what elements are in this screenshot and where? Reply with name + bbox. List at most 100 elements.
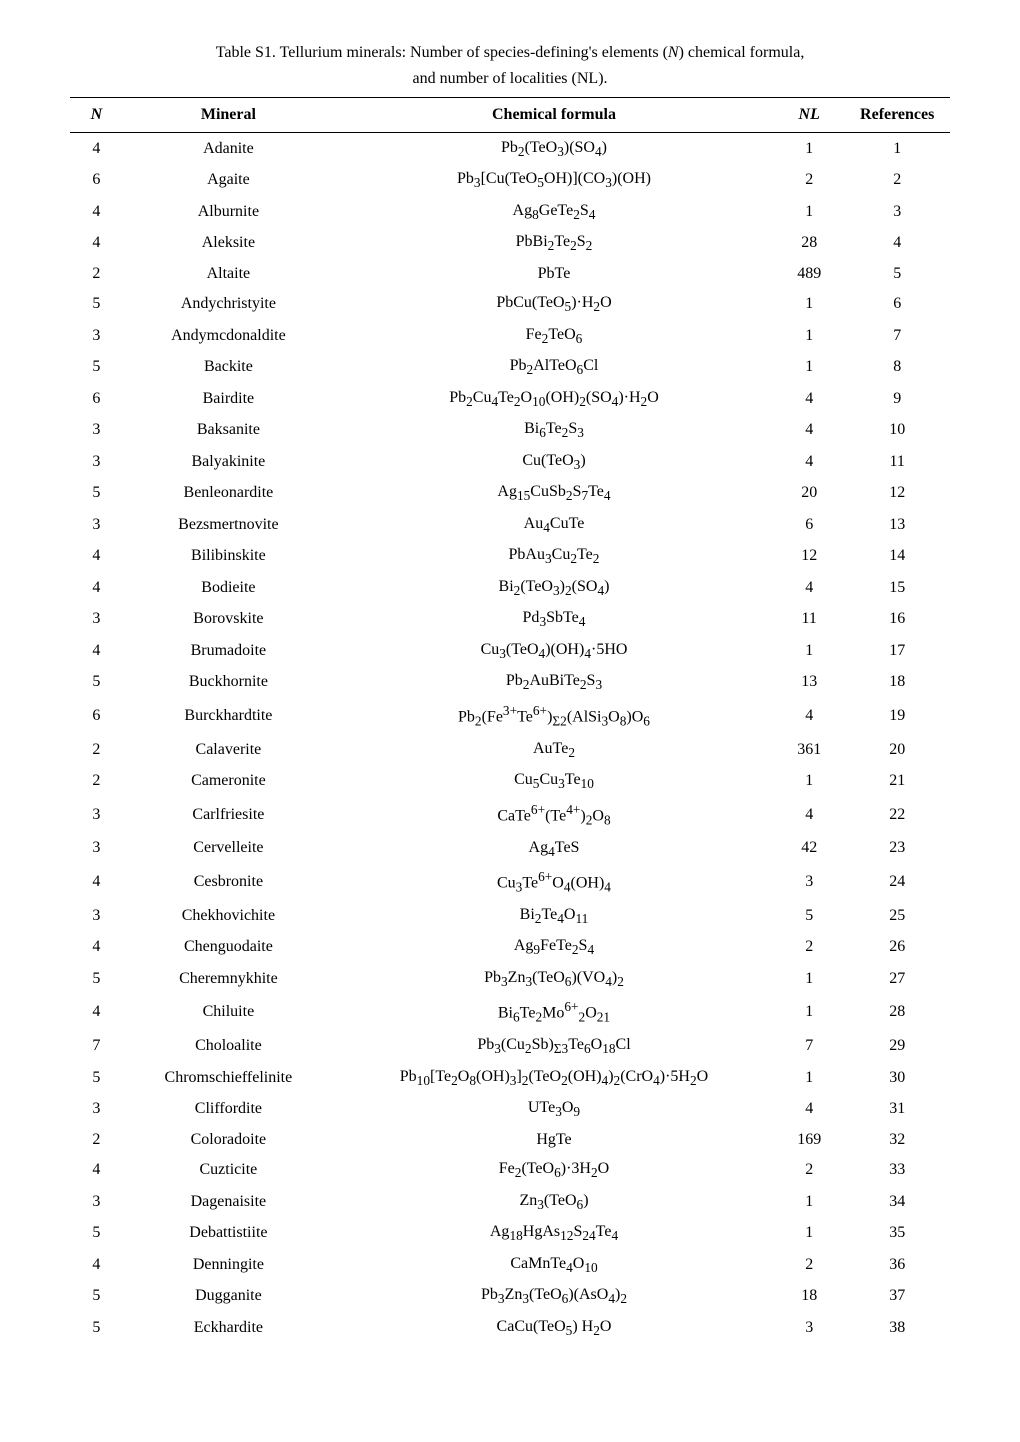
cell-mineral: Borovskite: [123, 603, 334, 635]
cell-formula: Pb3[Cu(TeO5OH)](CO3)(OH): [334, 164, 774, 196]
table-row: 4AdanitePb2(TeO3)(SO4)11: [70, 132, 950, 164]
cell-n: 3: [70, 1093, 123, 1125]
cell-nl: 4: [774, 446, 844, 478]
cell-formula: Bi6Te2Mo6+2O21: [334, 994, 774, 1030]
cell-reference: 20: [844, 734, 950, 766]
table-row: 4BrumadoiteCu3(TeO4)(OH)4·5HO117: [70, 635, 950, 667]
table-row: 4AleksitePbBi2Te2S2284: [70, 227, 950, 259]
cell-nl: 6: [774, 509, 844, 541]
cell-mineral: Denningite: [123, 1249, 334, 1281]
cell-mineral: Buckhornite: [123, 666, 334, 698]
cell-reference: 3: [844, 196, 950, 228]
cell-formula: Pd3SbTe4: [334, 603, 774, 635]
cell-nl: 1: [774, 765, 844, 797]
cell-nl: 2: [774, 1154, 844, 1186]
cell-mineral: Balyakinite: [123, 446, 334, 478]
cell-formula: Pb2(TeO3)(SO4): [334, 132, 774, 164]
cell-formula: Cu5Cu3Te10: [334, 765, 774, 797]
cell-mineral: Backite: [123, 351, 334, 383]
cell-formula: Pb2(Fe3+Te6+)Σ2(AlSi3O8)O6: [334, 698, 774, 734]
cell-n: 3: [70, 414, 123, 446]
caption-line-1: Table S1. Tellurium minerals: Number of …: [70, 40, 950, 66]
table-header-row: N Mineral Chemical formula NL References: [70, 98, 950, 133]
cell-reference: 8: [844, 351, 950, 383]
table-row: 4DenningiteCaMnTe4O10236: [70, 1249, 950, 1281]
table-row: 3CervelleiteAg4TeS4223: [70, 833, 950, 865]
cell-formula: Pb3Zn3(TeO6)(VO4)2: [334, 963, 774, 995]
cell-formula: Bi2(TeO3)2(SO4): [334, 572, 774, 604]
cell-mineral: Bairdite: [123, 383, 334, 415]
cell-n: 6: [70, 164, 123, 196]
table-row: 3DagenaisiteZn3(TeO6)134: [70, 1186, 950, 1218]
cell-formula: Ag4TeS: [334, 833, 774, 865]
cell-n: 3: [70, 797, 123, 833]
cell-nl: 28: [774, 227, 844, 259]
table-row: 4ChenguodaiteAg9FeTe2S4226: [70, 931, 950, 963]
cell-nl: 1: [774, 132, 844, 164]
cell-reference: 13: [844, 509, 950, 541]
cell-n: 5: [70, 288, 123, 320]
cell-n: 4: [70, 994, 123, 1030]
table-row: 2ColoradoiteHgTe16932: [70, 1125, 950, 1155]
caption-text-1b: ) chemical formula,: [679, 44, 805, 61]
cell-n: 3: [70, 833, 123, 865]
cell-mineral: Andymcdonaldite: [123, 320, 334, 352]
cell-mineral: Cuzticite: [123, 1154, 334, 1186]
table-row: 5BenleonarditeAg15CuSb2S7Te42012: [70, 477, 950, 509]
cell-reference: 14: [844, 540, 950, 572]
cell-nl: 2: [774, 164, 844, 196]
cell-nl: 489: [774, 259, 844, 289]
cell-n: 4: [70, 132, 123, 164]
cell-nl: 1: [774, 1062, 844, 1094]
table-row: 5BackitePb2AlTeO6Cl18: [70, 351, 950, 383]
cell-mineral: Brumadoite: [123, 635, 334, 667]
cell-reference: 31: [844, 1093, 950, 1125]
cell-nl: 1: [774, 288, 844, 320]
table-row: 5BuckhornitePb2AuBiTe2S31318: [70, 666, 950, 698]
cell-formula: PbAu3Cu2Te2: [334, 540, 774, 572]
cell-n: 3: [70, 603, 123, 635]
table-row: 3CarlfriesiteCaTe6+(Te4+)2O8422: [70, 797, 950, 833]
caption-text-1a: Table S1. Tellurium minerals: Number of …: [216, 44, 668, 61]
cell-reference: 12: [844, 477, 950, 509]
table-row: 3BalyakiniteCu(TeO3)411: [70, 446, 950, 478]
table-row: 3ClifforditeUTe3O9431: [70, 1093, 950, 1125]
table-row: 7CholoalitePb3(Cu2Sb)Σ3Te6O18Cl729: [70, 1030, 950, 1062]
cell-nl: 20: [774, 477, 844, 509]
cell-reference: 10: [844, 414, 950, 446]
cell-formula: Ag15CuSb2S7Te4: [334, 477, 774, 509]
cell-n: 3: [70, 446, 123, 478]
cell-mineral: Cliffordite: [123, 1093, 334, 1125]
header-references: References: [844, 98, 950, 133]
cell-formula: CaTe6+(Te4+)2O8: [334, 797, 774, 833]
cell-nl: 2: [774, 931, 844, 963]
cell-nl: 4: [774, 414, 844, 446]
cell-nl: 18: [774, 1280, 844, 1312]
cell-mineral: Chromschieffelinite: [123, 1062, 334, 1094]
cell-formula: Ag8GeTe2S4: [334, 196, 774, 228]
table-row: 5DugganitePb3Zn3(TeO6)(AsO4)21837: [70, 1280, 950, 1312]
cell-reference: 7: [844, 320, 950, 352]
cell-n: 5: [70, 1280, 123, 1312]
cell-reference: 18: [844, 666, 950, 698]
cell-nl: 361: [774, 734, 844, 766]
page: Table S1. Tellurium minerals: Number of …: [0, 0, 1020, 1393]
cell-n: 3: [70, 900, 123, 932]
cell-mineral: Agaite: [123, 164, 334, 196]
cell-mineral: Bilibinskite: [123, 540, 334, 572]
cell-nl: 1: [774, 1217, 844, 1249]
cell-nl: 4: [774, 383, 844, 415]
cell-n: 3: [70, 509, 123, 541]
cell-reference: 15: [844, 572, 950, 604]
cell-n: 4: [70, 227, 123, 259]
cell-formula: Fe2TeO6: [334, 320, 774, 352]
cell-mineral: Choloalite: [123, 1030, 334, 1062]
table-row: 3ChekhovichiteBi2Te4O11525: [70, 900, 950, 932]
cell-reference: 27: [844, 963, 950, 995]
cell-formula: PbBi2Te2S2: [334, 227, 774, 259]
cell-n: 2: [70, 1125, 123, 1155]
cell-reference: 28: [844, 994, 950, 1030]
table-row: 4CesbroniteCu3Te6+O4(OH)4324: [70, 864, 950, 900]
cell-nl: 7: [774, 1030, 844, 1062]
cell-n: 6: [70, 698, 123, 734]
